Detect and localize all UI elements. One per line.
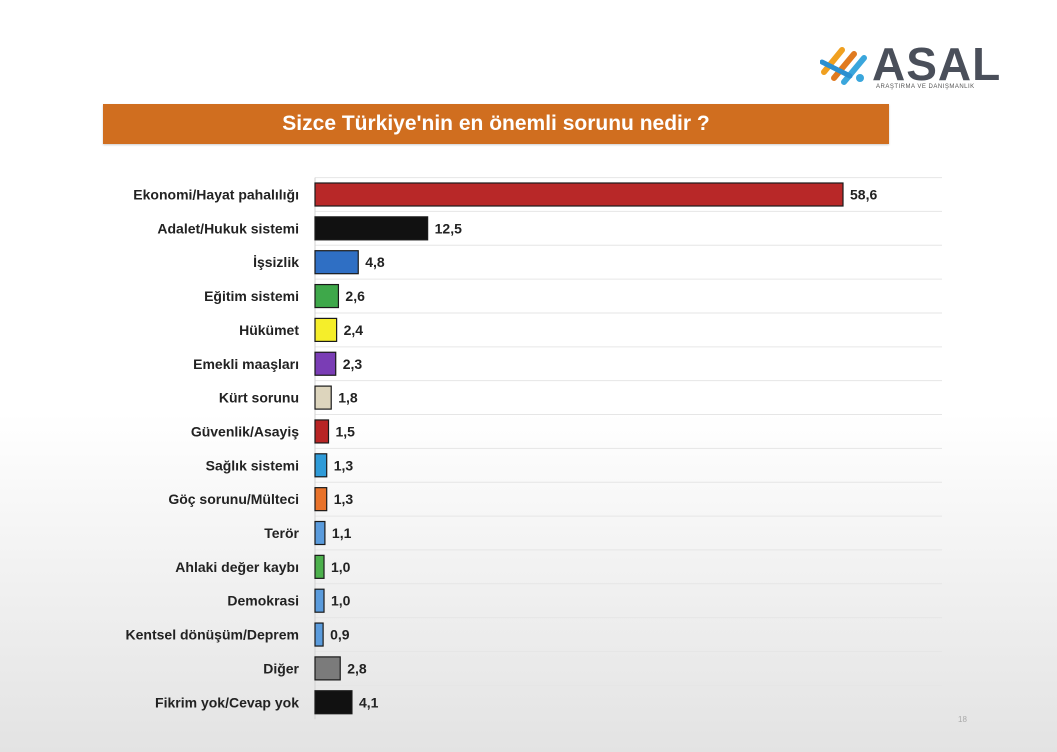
category-label: Emekli maaşları <box>193 356 299 372</box>
chart-title-bar: Sizce Türkiye'nin en önemli sorunu nedir… <box>103 104 889 144</box>
data-label: 2,8 <box>347 660 367 676</box>
category-label: Göç sorunu/Mülteci <box>168 491 299 507</box>
bar <box>314 419 330 444</box>
bar <box>314 690 353 715</box>
bar <box>314 656 341 681</box>
category-label: Eğitim sistemi <box>204 288 299 304</box>
category-label: İşsizlik <box>253 254 299 270</box>
data-label: 1,0 <box>331 593 351 609</box>
category-label: Ekonomi/Hayat pahalılığı <box>133 187 299 203</box>
bar <box>314 453 328 478</box>
page-number: 18 <box>958 715 967 724</box>
data-label: 1,8 <box>338 390 358 406</box>
data-label: 1,1 <box>332 525 352 541</box>
bar <box>314 554 325 579</box>
chart-title: Sizce Türkiye'nin en önemli sorunu nedir… <box>282 112 710 135</box>
data-label: 1,3 <box>334 491 354 507</box>
category-label: Sağlık sistemi <box>206 457 299 473</box>
category-label: Diğer <box>263 660 299 676</box>
category-label: Demokrasi <box>227 593 299 609</box>
bar <box>314 487 328 512</box>
category-label: Ahlaki değer kaybı <box>175 559 299 575</box>
data-label: 2,3 <box>343 356 363 372</box>
bar <box>314 250 359 275</box>
bar <box>314 317 338 342</box>
bar <box>314 351 337 376</box>
data-label: 2,4 <box>344 322 364 338</box>
data-label: 1,5 <box>336 423 356 439</box>
bar <box>314 520 326 546</box>
bar <box>314 588 325 613</box>
logo-wordmark: ASAL <box>872 38 1002 90</box>
category-label: Adalet/Hukuk sistemi <box>157 220 299 236</box>
logo-subtitle: ARAŞTIRMA VE DANIŞMANLIK <box>876 84 975 90</box>
bar <box>314 283 340 309</box>
data-label: 1,3 <box>334 457 354 473</box>
data-label: 4,8 <box>365 254 385 270</box>
data-label: 58,6 <box>850 187 877 203</box>
data-label: 4,1 <box>359 694 379 710</box>
asal-logo: ASAL ARAŞTIRMA VE DANIŞMANLIK <box>820 38 1020 98</box>
category-label: Hükümet <box>239 322 299 338</box>
data-label: 12,5 <box>435 220 462 236</box>
bar <box>314 216 429 241</box>
category-label: Kürt sorunu <box>219 390 299 406</box>
data-label: 1,0 <box>331 559 351 575</box>
bar <box>314 182 844 207</box>
category-label: Fikrim yok/Cevap yok <box>155 694 299 710</box>
category-label: Kentsel dönüşüm/Deprem <box>126 627 299 643</box>
data-label: 2,6 <box>345 288 365 304</box>
bar <box>314 385 332 410</box>
asal-logo-icon <box>820 47 867 85</box>
data-label: 0,9 <box>330 627 350 643</box>
bar <box>314 622 324 647</box>
category-label: Terör <box>264 525 299 541</box>
category-label: Güvenlik/Asayiş <box>191 423 299 439</box>
